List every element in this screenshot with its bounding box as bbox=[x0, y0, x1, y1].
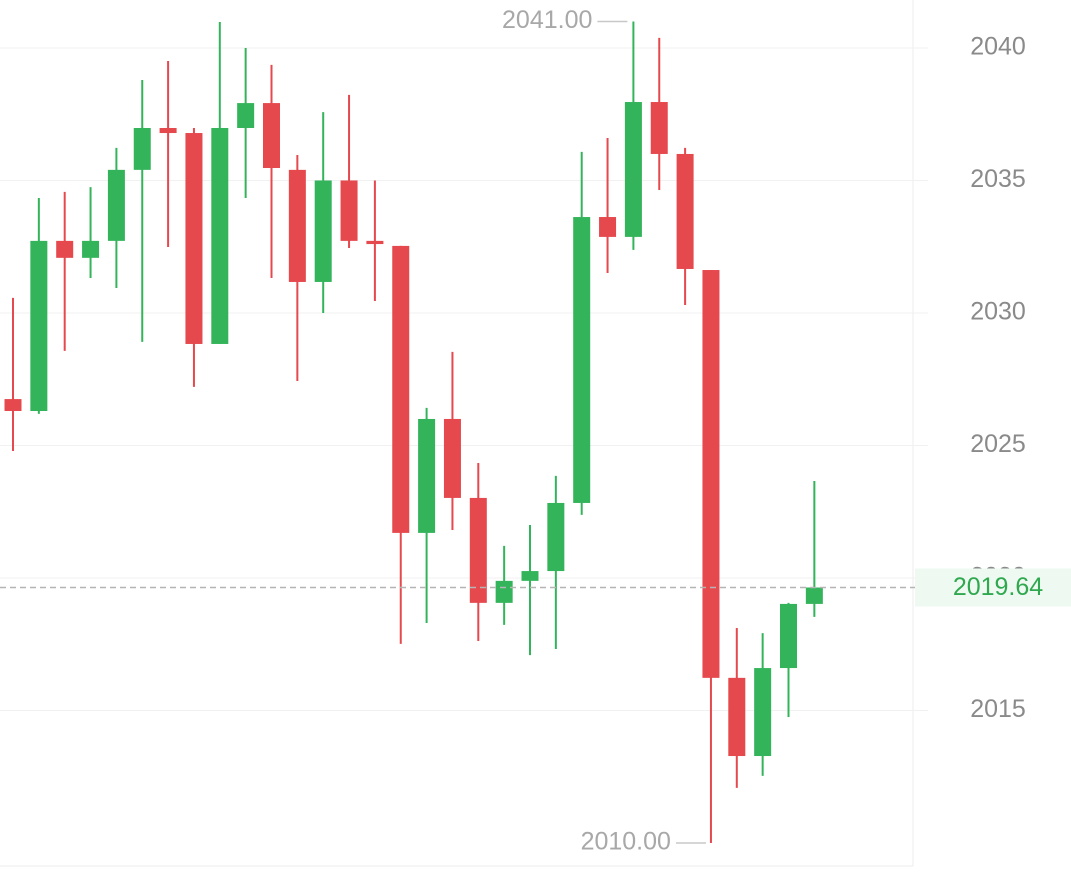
candle-body bbox=[159, 127, 177, 134]
candle-body bbox=[288, 169, 306, 282]
candle-body bbox=[185, 133, 203, 344]
y-tick-label: 2040 bbox=[970, 33, 1026, 61]
candle-body bbox=[599, 217, 617, 237]
candle-body bbox=[107, 169, 125, 241]
candle-body bbox=[211, 127, 229, 344]
max-label: 2041.00 bbox=[502, 6, 592, 34]
candle-body bbox=[56, 240, 74, 258]
current-price-label: 2019.64 bbox=[953, 573, 1043, 601]
candle-body bbox=[133, 127, 151, 170]
candle-body bbox=[443, 418, 461, 498]
candle-body bbox=[780, 603, 797, 669]
candle-body bbox=[754, 668, 772, 757]
candle-body bbox=[30, 240, 48, 412]
y-tick-label: 2030 bbox=[970, 298, 1026, 326]
min-label: 2010.00 bbox=[581, 828, 671, 856]
current-price-box bbox=[915, 568, 1071, 607]
candle-body bbox=[676, 153, 694, 269]
candle-body bbox=[495, 580, 513, 603]
candle-body bbox=[573, 217, 591, 503]
candle-body bbox=[469, 497, 487, 603]
candle-body bbox=[702, 270, 720, 678]
candle-body bbox=[624, 102, 642, 237]
candle-body bbox=[521, 571, 539, 581]
y-tick-label: 2025 bbox=[970, 430, 1026, 458]
candle-body bbox=[728, 677, 746, 757]
y-tick-label: 2035 bbox=[970, 165, 1026, 193]
candle-body bbox=[805, 587, 823, 604]
y-tick-label: 2015 bbox=[970, 695, 1026, 723]
candle-body bbox=[418, 418, 436, 533]
candle-body bbox=[82, 240, 100, 258]
candle-body bbox=[650, 102, 668, 154]
candle-body bbox=[237, 103, 255, 128]
candle-body bbox=[340, 180, 358, 241]
candle-body bbox=[314, 180, 332, 282]
candle-body bbox=[547, 502, 565, 572]
candle-body bbox=[4, 399, 22, 412]
candle-body bbox=[366, 240, 384, 245]
candle-body bbox=[392, 245, 410, 533]
candle-body bbox=[263, 103, 280, 169]
